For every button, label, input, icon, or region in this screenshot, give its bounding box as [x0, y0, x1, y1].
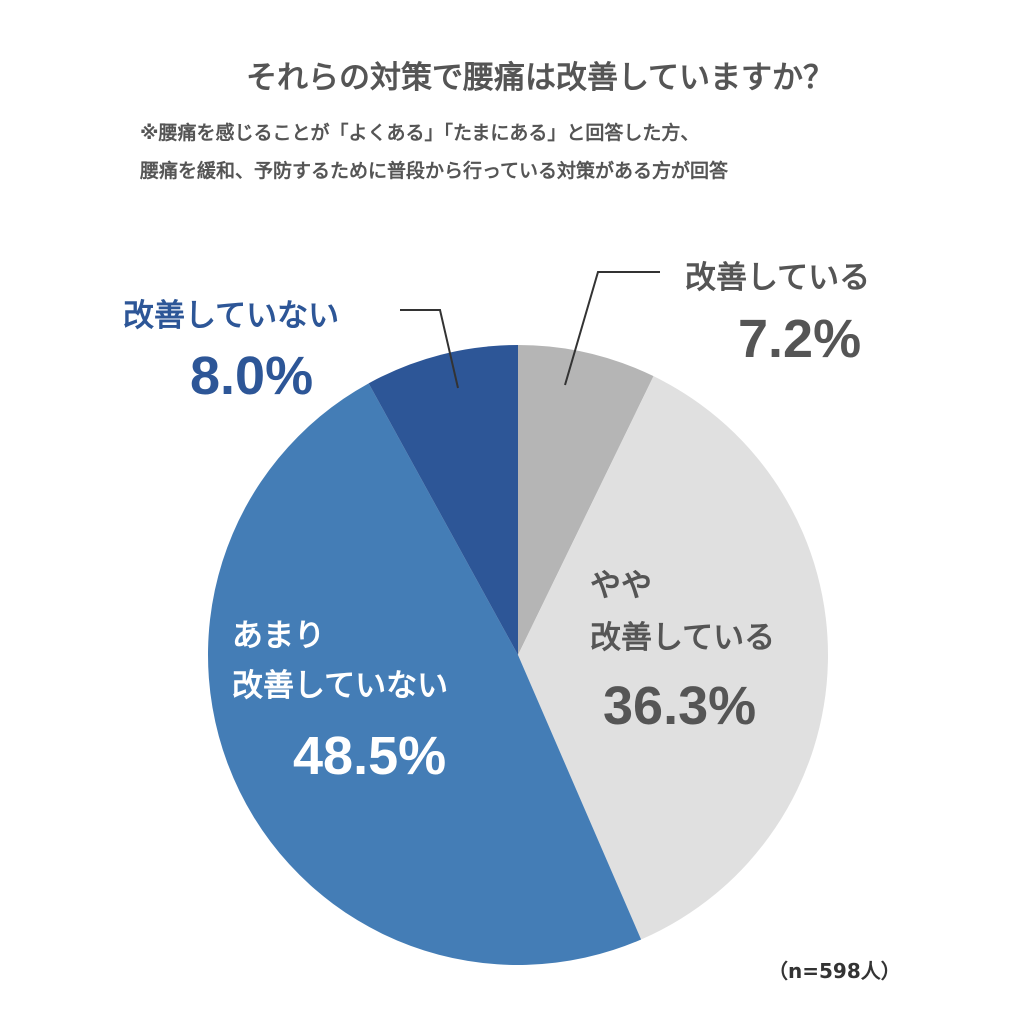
- slice-label-2b: 改善していない: [232, 668, 449, 704]
- slice-label-1a: やや: [590, 568, 652, 604]
- slice-label-3: 改善していない: [123, 298, 340, 334]
- chart-title: それらの対策で腰痛は改善していますか？: [245, 60, 835, 96]
- pie-slice-0: [518, 345, 654, 655]
- slice-label-1b: 改善している: [590, 620, 776, 656]
- slice-value-1: 36.3%: [603, 676, 757, 736]
- pie-slice-1: [518, 376, 828, 940]
- leader-line-improved: [564, 271, 660, 386]
- chart-subtitle-line-2: 腰痛を緩和、予防するために普段から行っている対策がある方が回答: [140, 160, 729, 182]
- slice-label-0: 改善している: [685, 260, 871, 296]
- leader-line-not-improved: [400, 309, 459, 389]
- slice-value-2: 48.5%: [293, 726, 447, 786]
- slice-label-2a: あまり: [232, 618, 325, 654]
- pie-slice-2: [208, 383, 642, 965]
- slice-value-0: 7.2%: [738, 309, 862, 369]
- pie-slice-3: [368, 345, 518, 655]
- chart-subtitle-line-1: ※腰痛を感じることが「よくある」「たまにある」と回答した方、: [140, 122, 700, 144]
- sample-size-note: （n=598人）: [768, 959, 901, 983]
- slice-value-3: 8.0%: [190, 346, 314, 406]
